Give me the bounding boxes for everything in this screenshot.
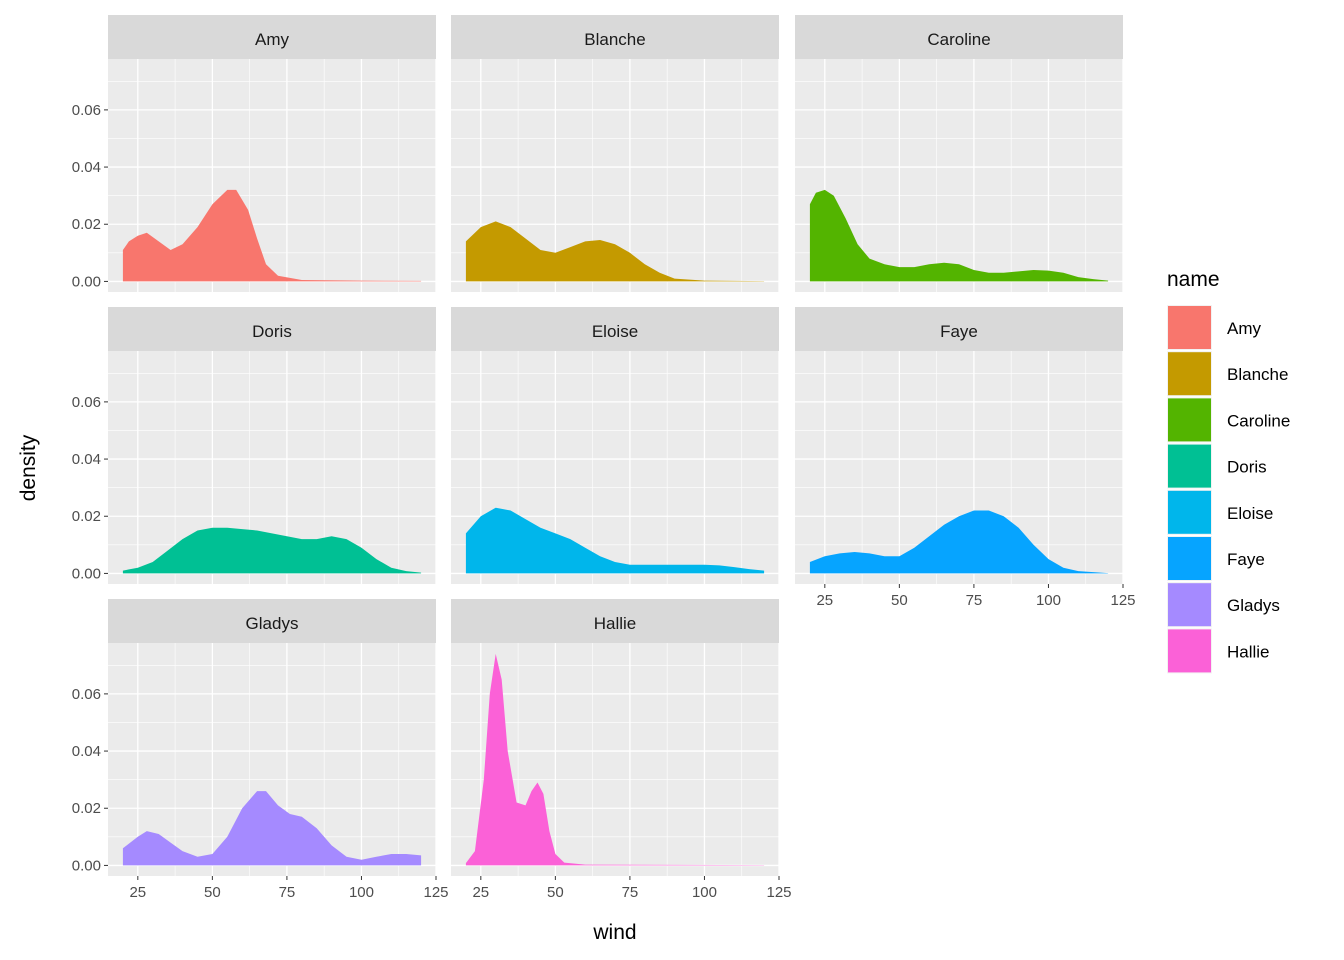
y-tick-label: 0.02 — [72, 216, 101, 233]
x-tick-label: 100 — [692, 884, 717, 901]
strip-label: Caroline — [927, 30, 990, 49]
x-tick-label: 75 — [622, 884, 639, 901]
legend-key-blanche — [1168, 352, 1211, 396]
density-area-caroline — [809, 189, 1109, 282]
x-axis-title: wind — [592, 921, 636, 944]
strip — [108, 307, 436, 351]
strip-label: Hallie — [594, 614, 637, 633]
strip — [795, 15, 1123, 59]
facet-gladys: Gladys 0.00 0.02 0.04 0.06 25 50 75 100 125 — [72, 599, 449, 901]
legend-title: name — [1167, 268, 1220, 291]
facet-blanche: Blanche — [451, 15, 780, 292]
facet-faye: Faye 25 50 75 100 125 — [795, 307, 1136, 609]
legend-label: Hallie — [1227, 642, 1270, 661]
strip — [108, 15, 436, 59]
legend-key-gladys — [1168, 583, 1211, 627]
legend-key-faye — [1168, 537, 1211, 580]
facet-doris: Doris 0.00 0.02 0.04 0.06 — [72, 307, 437, 584]
strip-label: Doris — [252, 322, 292, 341]
strip — [451, 307, 779, 351]
facet-eloise: Eloise — [451, 307, 780, 584]
y-tick-label: 0.04 — [72, 451, 101, 468]
facet-hallie: Hallie 25 50 75 100 125 — [451, 599, 792, 901]
density-area-gladys — [122, 791, 422, 866]
legend-label: Gladys — [1227, 596, 1280, 615]
x-tick-label: 75 — [966, 592, 983, 609]
y-tick-label: 0.00 — [72, 857, 101, 874]
x-tick-label: 50 — [547, 884, 564, 901]
facet-caroline: Caroline — [795, 15, 1124, 292]
x-tick-label: 100 — [1036, 592, 1061, 609]
x-tick-label: 125 — [766, 884, 791, 901]
legend-key-amy — [1168, 306, 1211, 349]
strip — [108, 599, 436, 643]
legend: Amy Blanche Caroline Doris Eloise Faye Gladys H… — [1167, 305, 1290, 674]
x-tick-label: 75 — [279, 884, 296, 901]
strip-label: Faye — [940, 322, 978, 341]
y-tick-label: 0.02 — [72, 508, 101, 525]
x-tick-label: 25 — [816, 592, 833, 609]
legend-label: Blanche — [1227, 365, 1288, 384]
x-tick-label: 125 — [423, 884, 448, 901]
legend-key-doris — [1168, 444, 1211, 488]
y-tick-label: 0.04 — [72, 743, 101, 760]
strip — [795, 307, 1123, 351]
strip-label: Eloise — [592, 322, 638, 341]
facet-amy: Amy 0.00 0.02 0.04 0.06 — [72, 15, 437, 292]
x-tick-label: 125 — [1110, 592, 1135, 609]
strip-label: Amy — [255, 30, 290, 49]
y-tick-label: 0.04 — [72, 159, 101, 176]
strip — [451, 15, 779, 59]
x-tick-label: 50 — [204, 884, 221, 901]
x-tick-label: 50 — [891, 592, 908, 609]
density-area-amy — [122, 189, 422, 282]
density-area-doris — [122, 527, 422, 574]
y-tick-label: 0.06 — [72, 686, 101, 703]
legend-label: Caroline — [1227, 411, 1290, 430]
density-area-faye — [809, 510, 1109, 574]
legend-label: Amy — [1227, 319, 1262, 338]
strip-label: Blanche — [584, 30, 645, 49]
y-tick-label: 0.02 — [72, 800, 101, 817]
x-tick-label: 25 — [472, 884, 489, 901]
legend-label: Faye — [1227, 550, 1265, 569]
x-tick-label: 100 — [349, 884, 374, 901]
y-tick-label: 0.06 — [72, 394, 101, 411]
legend-key-hallie — [1168, 629, 1211, 673]
strip-label: Gladys — [246, 614, 299, 633]
legend-key-eloise — [1168, 490, 1211, 534]
legend-label: Doris — [1227, 458, 1267, 477]
density-area-hallie — [465, 653, 765, 866]
density-area-blanche — [465, 221, 765, 282]
y-tick-label: 0.06 — [72, 102, 101, 119]
strip — [451, 599, 779, 643]
density-area-eloise — [465, 507, 765, 574]
y-tick-label: 0.00 — [72, 565, 101, 582]
legend-label: Eloise — [1227, 504, 1273, 523]
x-tick-label: 25 — [129, 884, 146, 901]
y-axis-title: density — [17, 434, 40, 501]
legend-key-caroline — [1168, 398, 1211, 442]
y-tick-label: 0.00 — [72, 273, 101, 290]
